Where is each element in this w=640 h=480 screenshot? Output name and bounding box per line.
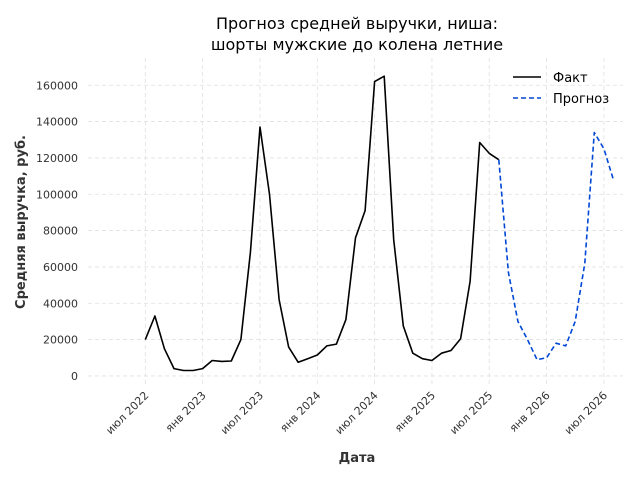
x-tick-label: янв 2023 xyxy=(163,389,209,435)
legend: Факт Прогноз xyxy=(513,71,609,107)
x-tick-label: июл 2026 xyxy=(562,389,610,437)
series-line-forecast xyxy=(498,131,615,361)
y-tick-label: 60000 xyxy=(43,261,78,274)
chart-title-line2: шорты мужские до колена летние xyxy=(211,35,503,54)
legend-label-fact: Факт xyxy=(553,71,588,86)
series-lines xyxy=(144,75,615,372)
y-tick-label: 140000 xyxy=(36,116,78,129)
x-axis-ticks: июл 2022 янв 2023 июл 2023 янв 2024 июл 2024… xyxy=(103,389,610,437)
x-axis-label: Дата xyxy=(339,451,376,466)
grid xyxy=(88,58,623,385)
x-tick-label: янв 2026 xyxy=(507,389,553,435)
x-tick-label: янв 2025 xyxy=(392,389,438,435)
y-tick-label: 80000 xyxy=(43,225,78,238)
x-tick-label: июл 2023 xyxy=(218,389,266,437)
y-axis-ticks: 0 20000 40000 60000 80000 100000 120000 140000 1… xyxy=(36,79,78,383)
y-tick-label: 40000 xyxy=(43,297,78,310)
y-tick-label: 160000 xyxy=(36,79,78,92)
series-line-fact xyxy=(144,75,500,372)
legend-label-forecast: Прогноз xyxy=(553,92,609,107)
y-tick-label: 20000 xyxy=(43,334,78,347)
y-tick-label: 100000 xyxy=(36,188,78,201)
x-tick-label: янв 2024 xyxy=(278,389,324,435)
chart-title-line1: Прогноз средней выручки, ниша: xyxy=(216,14,498,33)
y-axis-label: Средняя выручка, руб. xyxy=(14,135,29,309)
x-tick-label: июл 2024 xyxy=(333,389,381,437)
x-tick-label: июл 2025 xyxy=(447,389,495,437)
y-tick-label: 0 xyxy=(71,370,78,383)
x-tick-label: июл 2022 xyxy=(103,389,151,437)
y-tick-label: 120000 xyxy=(36,152,78,165)
